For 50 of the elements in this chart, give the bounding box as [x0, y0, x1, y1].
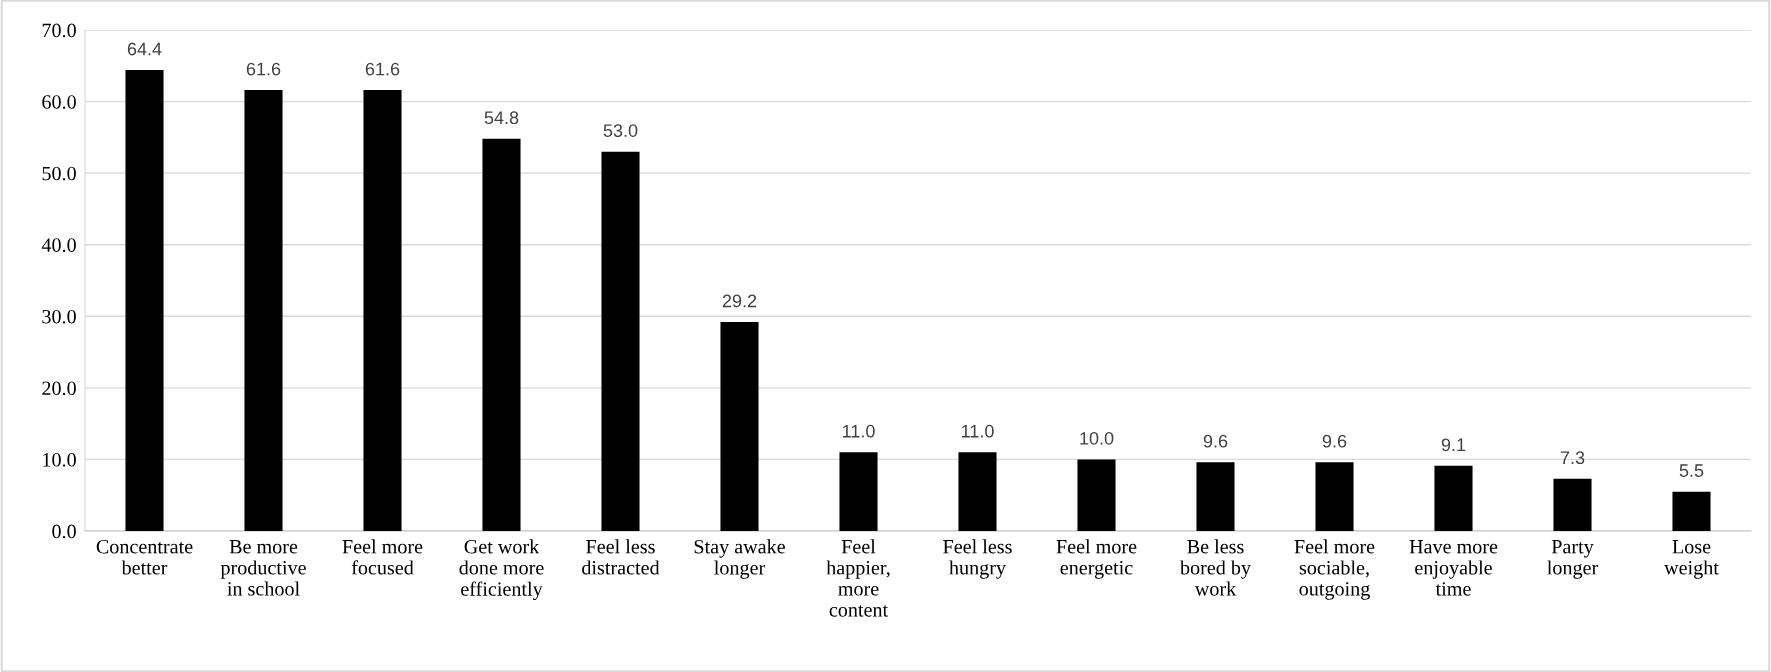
y-tick-label: 30.0 [42, 309, 76, 324]
data-label: 11.0 [961, 424, 994, 438]
bar [1315, 462, 1354, 531]
x-tick-label: Feel less hungry [943, 539, 1012, 579]
x-tick-label: Concentrate better [96, 539, 193, 575]
y-tick-label: 50.0 [42, 166, 76, 181]
y-tick-label: 70.0 [42, 23, 76, 38]
x-tick-label: Feel more focused [342, 539, 423, 575]
bar [958, 452, 997, 531]
data-label: 61.6 [246, 62, 281, 76]
bar [125, 70, 164, 531]
data-label: 9.6 [1203, 434, 1228, 448]
bar [482, 138, 521, 531]
data-label: 64.4 [127, 42, 162, 56]
bar [1196, 462, 1235, 531]
bar [839, 452, 878, 531]
data-label: 11.0 [842, 424, 875, 438]
data-label: 9.6 [1322, 434, 1347, 448]
x-tick-label: Party longer [1547, 540, 1599, 579]
x-tick-label: Get work done more efficiently [459, 539, 544, 601]
x-tick-label: Be less bored by work [1179, 539, 1251, 596]
y-tick-label: 60.0 [42, 95, 76, 109]
y-tick-label: 0.0 [52, 524, 76, 539]
data-label: 5.5 [1679, 464, 1704, 477]
y-tick-label: 40.0 [41, 238, 76, 252]
bar [601, 151, 640, 531]
x-tick-label: Feel less distracted [582, 539, 660, 575]
data-label: 10.0 [1080, 431, 1114, 445]
x-tick-label: Have more enjoyable time [1409, 540, 1498, 596]
bar [1553, 478, 1592, 531]
data-label: 53.0 [603, 124, 638, 137]
x-tick-label: Feel more sociable, outgoing [1294, 539, 1375, 600]
x-tick-label: Stay awake longer [694, 539, 785, 579]
bar [363, 90, 402, 531]
data-label: 54.8 [484, 111, 519, 125]
x-tick-label: Lose weight [1664, 540, 1719, 579]
data-label: 9.1 [1441, 438, 1466, 452]
bar [244, 90, 283, 531]
y-tick-label: 10.0 [43, 453, 76, 467]
data-label: 61.6 [365, 62, 400, 76]
bar [720, 322, 759, 531]
x-tick-label: Feel happier, more content [826, 539, 890, 617]
x-tick-label: Be more productive in school [220, 540, 306, 596]
x-tick-label: Feel more energetic [1056, 539, 1137, 579]
data-label: 29.2 [722, 294, 757, 308]
bar [1077, 459, 1116, 531]
y-tick-label: 20.0 [42, 381, 76, 396]
bar [1672, 491, 1711, 531]
bar [1434, 465, 1473, 531]
data-label: 7.3 [1560, 451, 1585, 465]
